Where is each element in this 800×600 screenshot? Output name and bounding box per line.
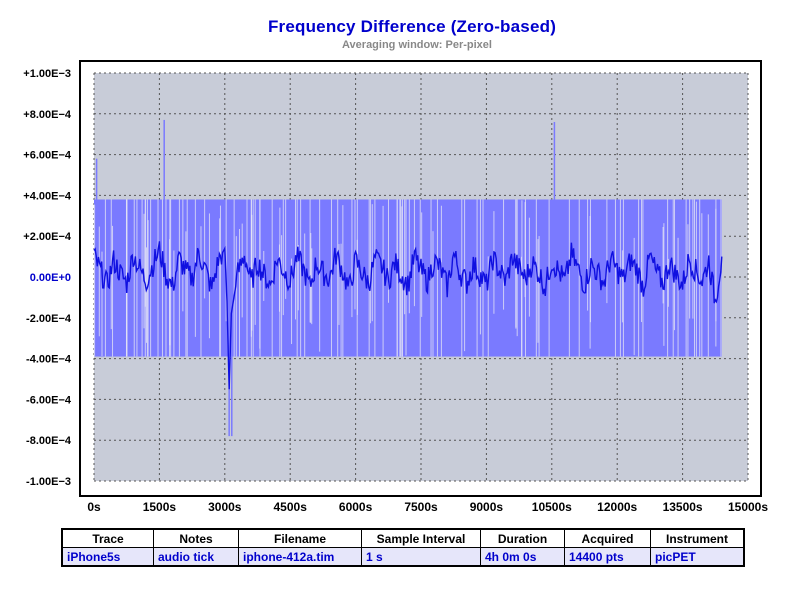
x-tick-label: 10500s — [532, 500, 572, 514]
frequency-difference-chart: +1.00E−3 +8.00E−4 +6.00E−4 +4.00E−4 +2.00E−4… — [23, 60, 768, 514]
chart-title: Frequency Difference (Zero-based) — [267, 17, 557, 36]
y-tick-label: -4.00E−4 — [26, 354, 72, 366]
x-tick-label: 4500s — [274, 500, 308, 514]
cell-trace: iPhone5s — [61, 547, 154, 567]
y-axis-tick-labels: +1.00E−3 +8.00E−4 +6.00E−4 +4.00E−4 +2.00E−4… — [23, 68, 72, 488]
x-tick-label: 12000s — [597, 500, 637, 514]
average-line — [93, 241, 723, 390]
header-sample-interval: Sample Interval — [361, 528, 481, 548]
y-tick-label: -6.00E−4 — [26, 394, 72, 406]
y-tick-label: -2.00E−4 — [26, 313, 72, 325]
x-tick-label: 6000s — [339, 500, 373, 514]
x-tick-label: 7500s — [404, 500, 438, 514]
header-filename: Filename — [238, 528, 362, 548]
y-tick-label: 0.00E+0 — [30, 272, 71, 284]
x-tick-label: 0s — [87, 500, 101, 514]
info-data-row: iPhone5s audio tick iphone-412a.tim 1 s … — [61, 547, 745, 567]
y-tick-label: -8.00E−4 — [26, 435, 72, 447]
x-axis-tick-labels: 0s 1500s 3000s 4500s 6000s 7500s 9000s 10500s 12… — [87, 500, 768, 514]
x-tick-label: 1500s — [143, 500, 177, 514]
series-layer — [93, 119, 723, 437]
cell-instrument: picPET — [650, 547, 745, 567]
chart-subtitle: Averaging window: Per-pixel — [342, 39, 492, 51]
y-tick-label: +4.00E−4 — [23, 190, 72, 202]
x-tick-label: 9000s — [470, 500, 504, 514]
y-tick-label: +6.00E−4 — [23, 150, 72, 162]
y-tick-label: +1.00E−3 — [23, 68, 71, 80]
trace-info-table: Trace Notes Filename Sample Interval Dur… — [61, 528, 745, 567]
y-tick-label: +8.00E−4 — [23, 109, 72, 121]
x-tick-label: 15000s — [728, 500, 768, 514]
cell-filename: iphone-412a.tim — [238, 547, 362, 567]
cell-acquired: 14400 pts — [564, 547, 651, 567]
cell-sample-interval: 1 s — [361, 547, 481, 567]
y-tick-label: +2.00E−4 — [23, 231, 72, 243]
info-header-row: Trace Notes Filename Sample Interval Dur… — [61, 528, 745, 548]
x-tick-label: 3000s — [208, 500, 242, 514]
x-tick-label: 13500s — [663, 500, 703, 514]
header-duration: Duration — [480, 528, 565, 548]
y-tick-label: -1.00E−3 — [26, 476, 71, 488]
header-notes: Notes — [153, 528, 239, 548]
header-trace: Trace — [61, 528, 154, 548]
header-instrument: Instrument — [650, 528, 745, 548]
cell-duration: 4h 0m 0s — [480, 547, 565, 567]
header-acquired: Acquired — [564, 528, 651, 548]
cell-notes: audio tick — [153, 547, 239, 567]
